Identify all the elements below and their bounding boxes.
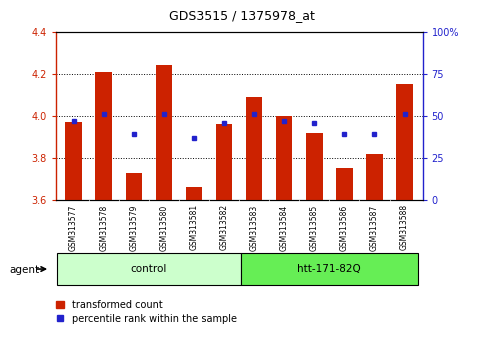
Text: GSM313585: GSM313585 — [310, 204, 319, 251]
Text: htt-171-82Q: htt-171-82Q — [298, 264, 361, 274]
Text: GSM313583: GSM313583 — [250, 204, 258, 251]
Bar — [336, 169, 353, 200]
Bar — [185, 187, 202, 200]
Legend: transformed count, percentile rank within the sample: transformed count, percentile rank withi… — [53, 297, 240, 327]
Text: GSM313580: GSM313580 — [159, 204, 169, 251]
Bar — [246, 97, 262, 200]
Text: GDS3515 / 1375978_at: GDS3515 / 1375978_at — [169, 9, 314, 22]
Text: agent: agent — [10, 265, 40, 275]
Bar — [65, 122, 82, 200]
Bar — [57, 253, 241, 285]
Bar — [156, 65, 172, 200]
Bar — [96, 72, 112, 200]
Text: GSM313579: GSM313579 — [129, 204, 138, 251]
Bar — [276, 116, 293, 200]
Bar — [126, 173, 142, 200]
Text: control: control — [130, 264, 167, 274]
Text: GSM313578: GSM313578 — [99, 204, 108, 251]
Bar — [366, 154, 383, 200]
Bar — [241, 253, 418, 285]
Bar — [306, 133, 323, 200]
Bar — [216, 124, 232, 200]
Text: GSM313581: GSM313581 — [189, 204, 199, 250]
Text: GSM313582: GSM313582 — [220, 204, 228, 250]
Text: GSM313577: GSM313577 — [69, 204, 78, 251]
Text: GSM313587: GSM313587 — [370, 204, 379, 251]
Bar — [396, 84, 413, 200]
Text: GSM313586: GSM313586 — [340, 204, 349, 251]
Text: GSM313584: GSM313584 — [280, 204, 289, 251]
Text: GSM313588: GSM313588 — [400, 204, 409, 250]
